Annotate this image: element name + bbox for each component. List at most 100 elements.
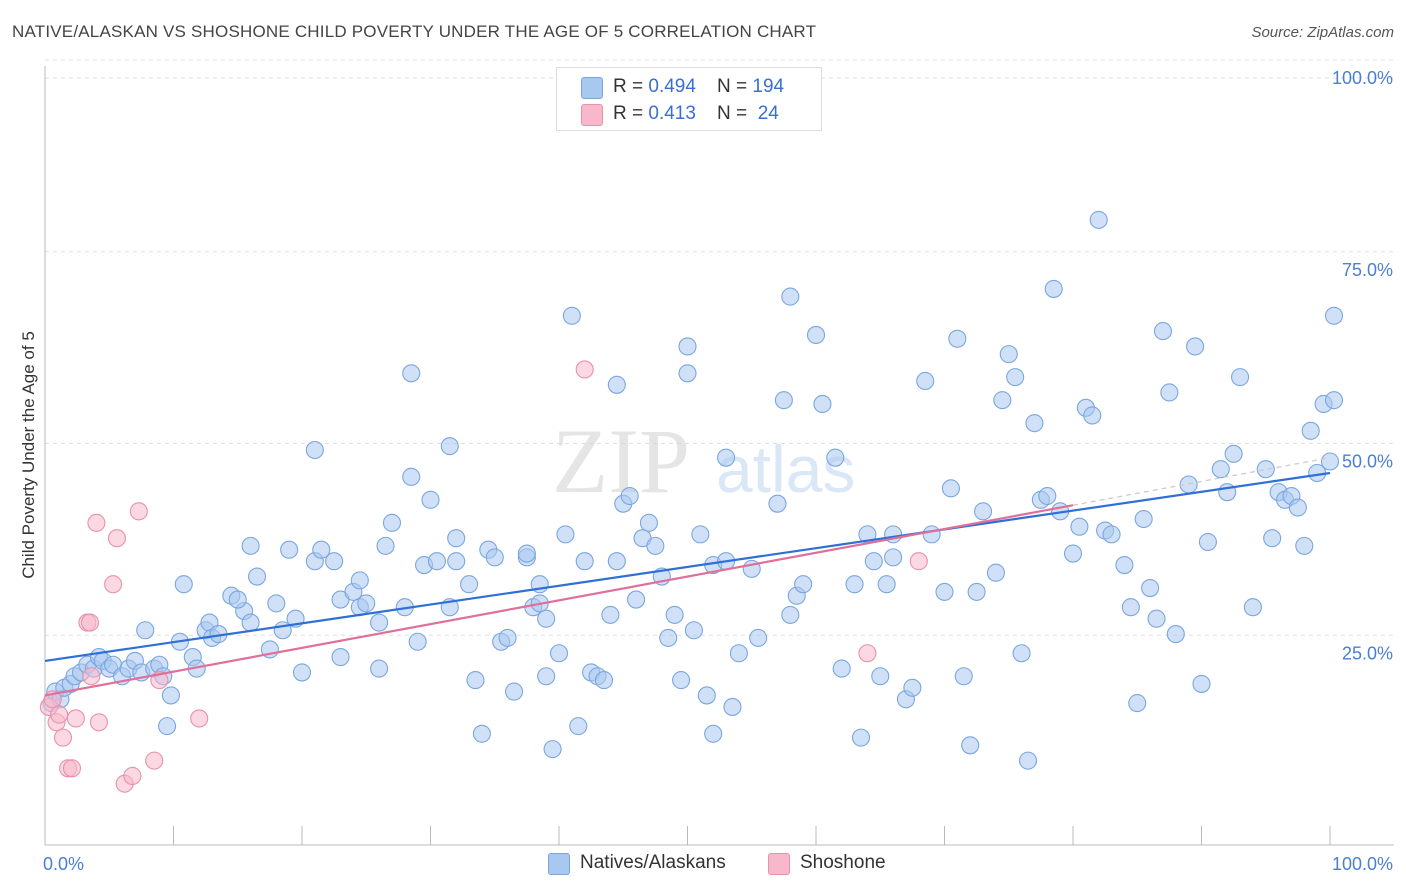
natives-point <box>826 448 845 467</box>
shoshone-trend-line <box>44 504 1074 697</box>
legend-text-shoshone: R = 0.413 N = 24 <box>613 103 779 125</box>
natives-point <box>1263 529 1282 548</box>
natives-point <box>447 529 466 548</box>
shoshone-point <box>50 705 69 724</box>
shoshone-point <box>858 644 877 663</box>
r-value-natives: 0.494 <box>648 76 696 97</box>
natives-point <box>447 552 466 571</box>
natives-point <box>280 540 299 559</box>
natives-point <box>774 391 793 410</box>
natives-point <box>1153 322 1172 341</box>
shoshone-point <box>62 759 82 778</box>
natives-point <box>999 345 1018 364</box>
chart-source: Source: ZipAtlas.com <box>1251 24 1394 41</box>
y-tick-label: 50.0% <box>1342 452 1393 472</box>
natives-point <box>601 605 620 624</box>
r-label-natives: R = <box>613 76 649 97</box>
natives-point <box>459 575 479 594</box>
natives-point <box>1134 509 1153 529</box>
natives-point <box>292 663 312 682</box>
natives-point <box>678 337 697 356</box>
y-tick-label: 25.0% <box>1342 643 1393 663</box>
shoshone-point <box>107 529 127 548</box>
natives-point <box>1256 460 1275 479</box>
natives-point <box>986 563 1005 582</box>
natives-point <box>659 628 678 647</box>
shoshone-point <box>80 613 100 632</box>
natives-point <box>1224 444 1243 463</box>
natives-point <box>1006 368 1025 387</box>
natives-point <box>1243 598 1262 617</box>
natives-point <box>594 671 614 690</box>
natives-point <box>672 671 691 690</box>
natives-point <box>967 582 986 601</box>
y-tick-label: 100.0% <box>1332 68 1393 88</box>
natives-point <box>556 525 575 544</box>
natives-point <box>241 613 260 632</box>
natives-point <box>1070 517 1089 536</box>
watermark: ZIP atlas <box>552 410 855 512</box>
natives-point <box>158 717 177 736</box>
natives-point <box>697 686 716 705</box>
natives-point <box>691 525 710 544</box>
bottom-legend-label-shoshone: Shoshone <box>800 852 886 873</box>
natives-point <box>620 486 639 506</box>
natives-point <box>421 490 440 509</box>
x-tick-label: 100.0% <box>1332 854 1393 874</box>
y-tick-label: 75.0% <box>1342 260 1393 280</box>
natives-point <box>716 448 736 467</box>
natives-point <box>665 605 684 624</box>
bottom-legend-label-natives: Natives/Alaskans <box>580 852 726 873</box>
natives-point <box>466 671 485 690</box>
tick-label-layer: 25.0% 50.0% 75.0% 100.0% 0.0% 100.0% <box>43 68 1393 874</box>
shoshone-point <box>909 552 928 571</box>
natives-point <box>1288 498 1307 517</box>
natives-point <box>922 525 941 544</box>
natives-point <box>402 364 421 383</box>
natives-point <box>350 571 369 590</box>
legend-row-shoshone: R = 0.413 N = 24 <box>581 103 779 126</box>
natives-point <box>498 628 517 647</box>
natives-point <box>1186 337 1205 356</box>
shoshone-point <box>123 766 142 786</box>
natives-point <box>973 502 993 521</box>
natives-point <box>549 644 569 663</box>
n-label-shoshone: N = <box>717 103 753 124</box>
natives-point <box>729 644 748 663</box>
natives-point <box>607 375 626 394</box>
natives-point <box>267 594 286 613</box>
natives-point <box>440 437 459 456</box>
natives-point <box>941 479 960 498</box>
natives-point <box>1141 579 1160 598</box>
natives-point <box>916 371 935 391</box>
natives-point <box>537 667 556 686</box>
natives-point <box>993 391 1012 410</box>
natives-point <box>517 544 536 563</box>
natives-point <box>537 609 556 628</box>
natives-point <box>1198 532 1217 552</box>
y-axis-label: Child Poverty Under the Age of 5 <box>19 331 38 579</box>
natives-point <box>241 536 260 555</box>
watermark-atlas: atlas <box>716 432 855 506</box>
chart-title: NATIVE/ALASKAN VS SHOSHONE CHILD POVERTY… <box>12 22 817 41</box>
x-tick-label: 0.0% <box>43 854 84 874</box>
natives-point <box>305 440 324 460</box>
points-layer <box>39 210 1344 793</box>
natives-point <box>1160 383 1179 402</box>
shoshone-point <box>87 513 106 532</box>
natives-point <box>174 575 193 594</box>
natives-point <box>325 552 344 571</box>
natives-point <box>1320 452 1340 471</box>
natives-point <box>370 659 389 678</box>
natives-point <box>161 686 180 705</box>
natives-point <box>794 575 813 594</box>
natives-point <box>948 329 967 348</box>
natives-point <box>312 540 331 559</box>
correlation-legend: R = 0.494 N = 194 R = 0.413 N = 24 <box>556 67 822 131</box>
natives-point <box>684 621 703 640</box>
natives-point <box>884 548 903 567</box>
natives-point <box>408 632 427 651</box>
natives-point <box>1147 609 1166 628</box>
natives-point <box>806 325 826 344</box>
natives-point <box>247 567 267 586</box>
